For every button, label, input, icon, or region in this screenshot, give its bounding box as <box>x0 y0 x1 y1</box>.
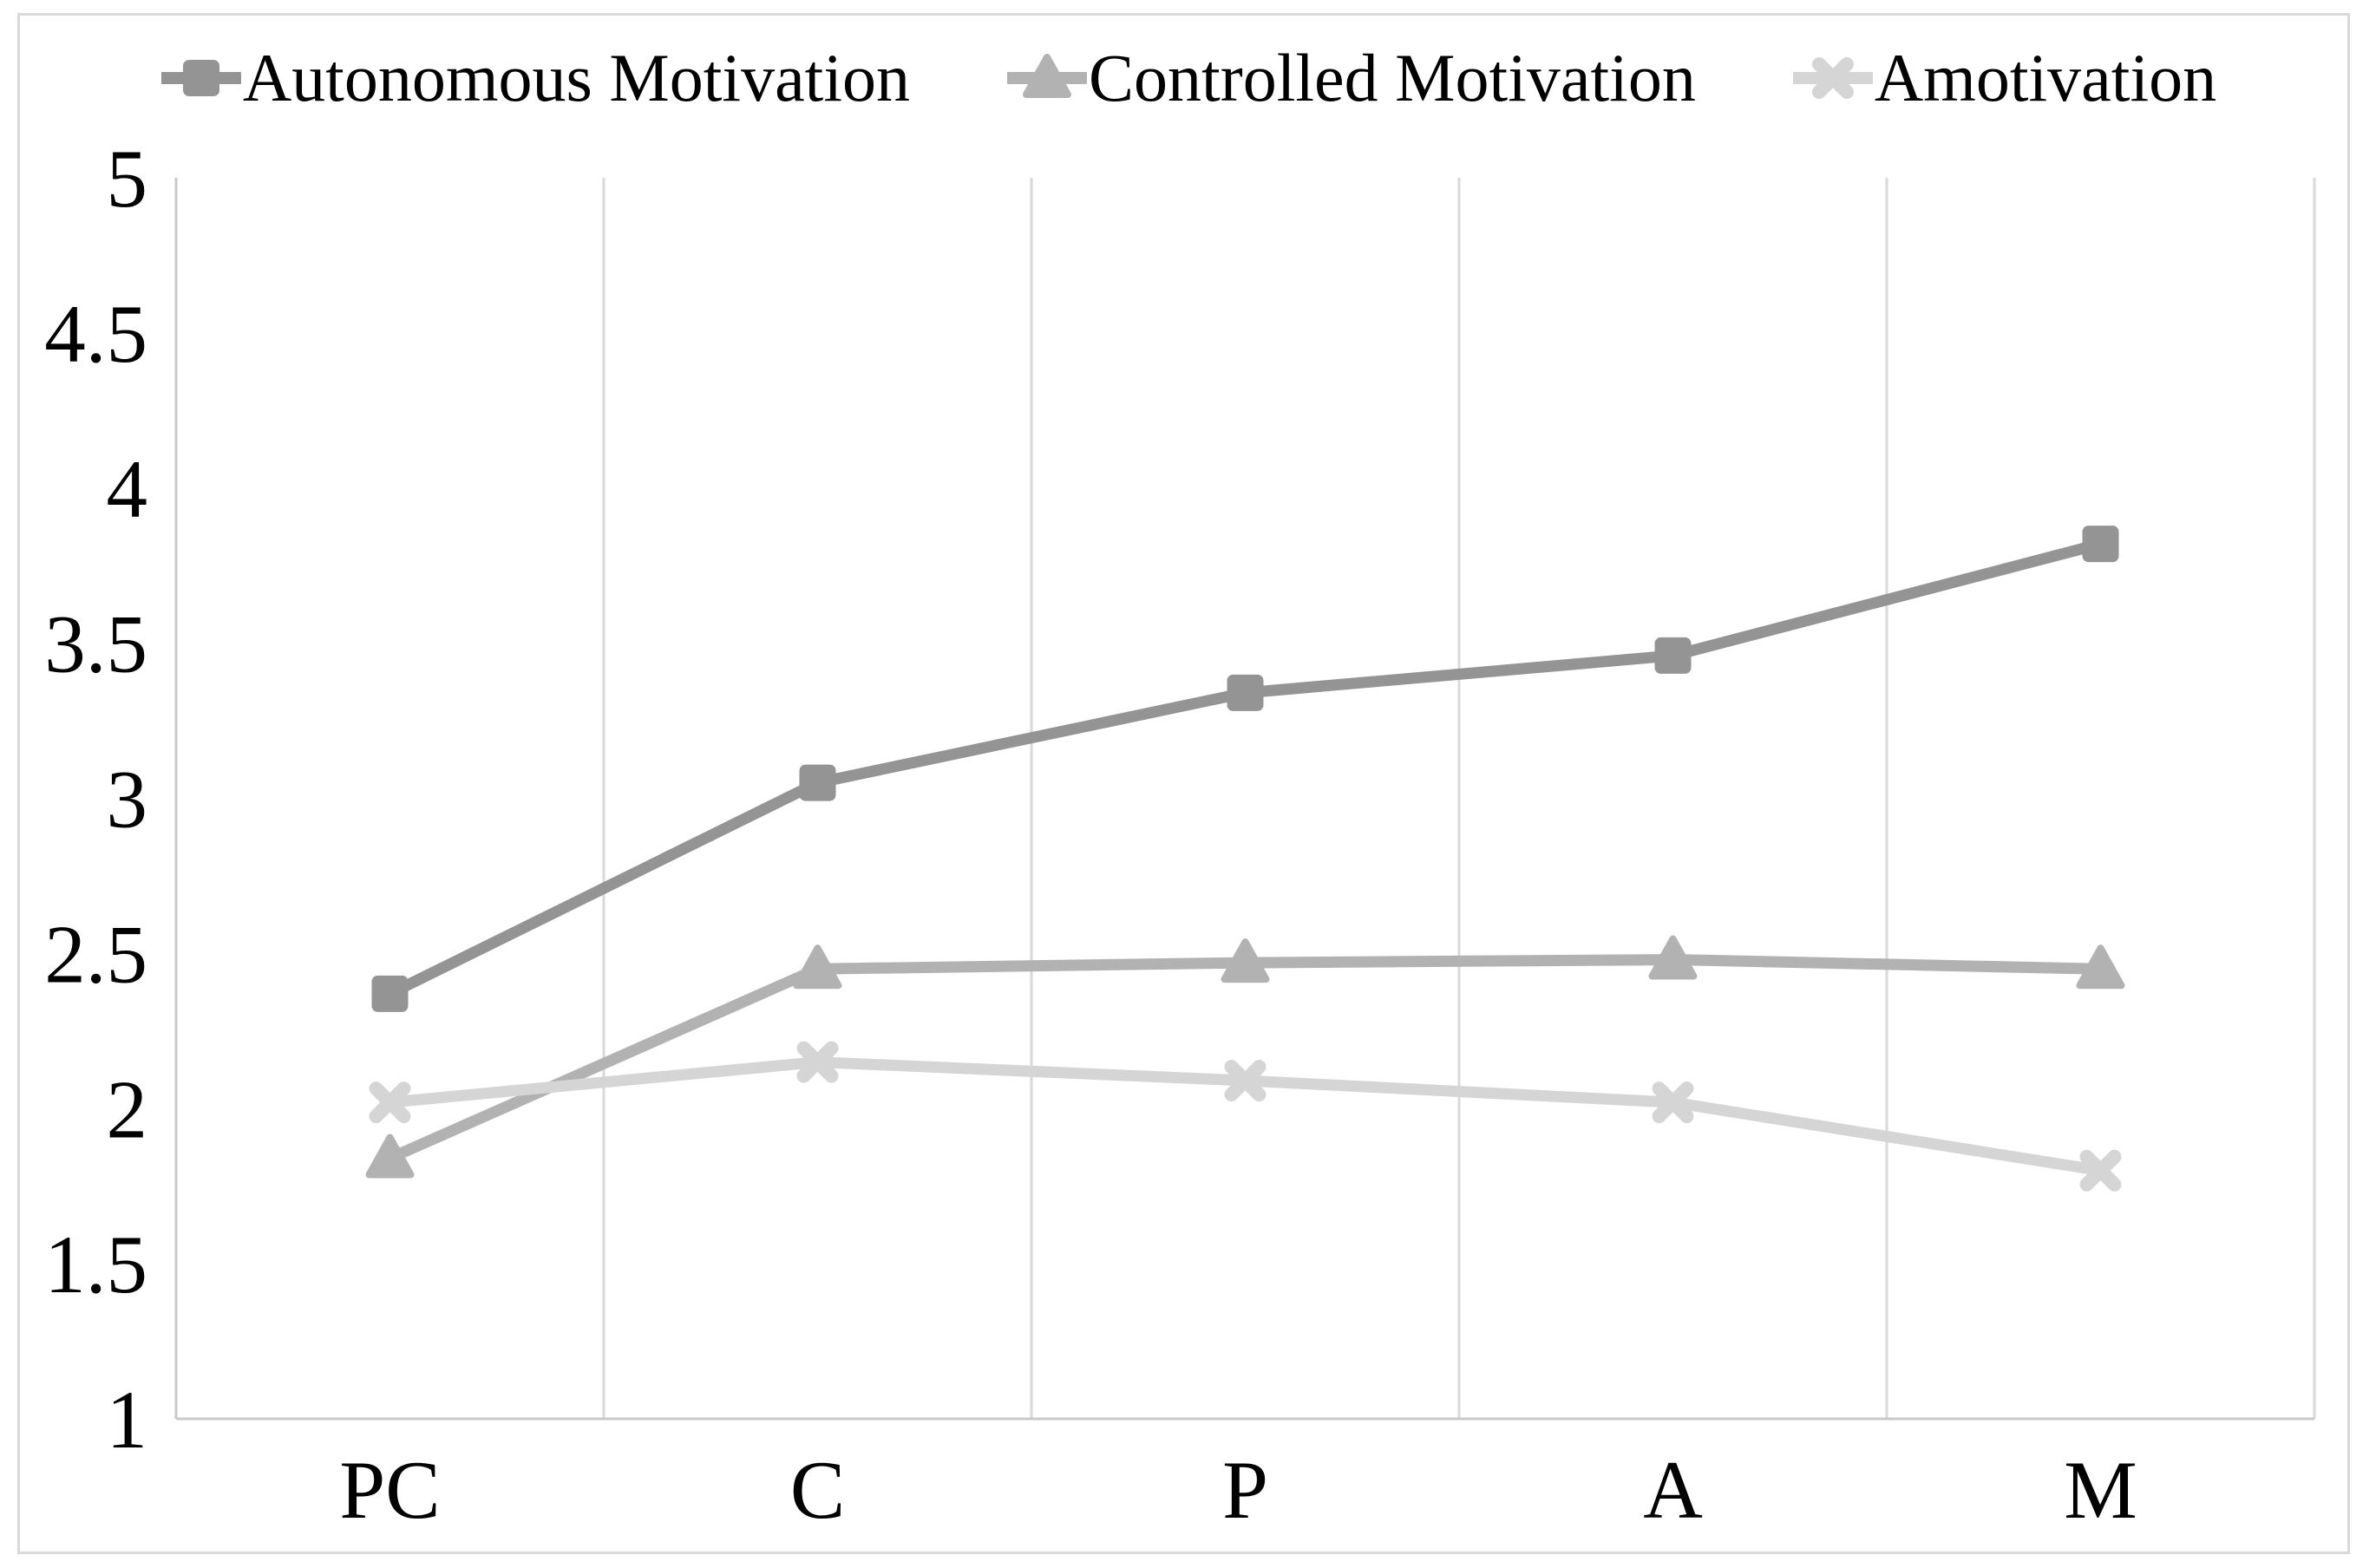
y-tick-label: 2 <box>107 1063 148 1155</box>
square-marker <box>1654 637 1692 674</box>
y-tick-label: 5 <box>107 133 148 225</box>
triangle-marker <box>1221 938 1270 983</box>
chart-outer-border <box>17 13 2350 1554</box>
x-marker <box>369 1081 411 1124</box>
series-line-autonomous-motivation <box>384 538 2106 1000</box>
x-marker <box>1652 1081 1694 1124</box>
triangle-marker <box>1648 935 1698 980</box>
series-markers-controlled-motivation <box>365 935 2125 1179</box>
x-marker <box>2079 1149 2122 1192</box>
square-marker <box>1227 674 1264 711</box>
square-marker <box>371 975 409 1012</box>
x-category-label: PC <box>339 1444 440 1536</box>
y-tick-label: 4 <box>107 443 148 535</box>
y-tick-label: 2.5 <box>44 908 147 1000</box>
y-tick-label: 3.5 <box>44 598 147 690</box>
x-marker <box>796 1041 839 1083</box>
x-category-label: C <box>790 1444 845 1536</box>
triangle-marker <box>365 1134 415 1179</box>
square-marker <box>2082 526 2119 563</box>
triangle-marker <box>793 944 842 990</box>
y-tick-label: 1 <box>107 1374 148 1466</box>
y-tick-label: 3 <box>107 754 148 846</box>
x-category-label: A <box>1643 1444 1703 1536</box>
x-category-label: M <box>2064 1444 2137 1536</box>
square-marker <box>799 764 836 801</box>
x-category-label: P <box>1222 1444 1268 1536</box>
y-tick-label: 4.5 <box>44 288 147 380</box>
series-markers-autonomous-motivation <box>371 526 2119 1012</box>
y-tick-label: 1.5 <box>44 1218 147 1310</box>
x-marker <box>1224 1060 1267 1102</box>
series-markers-amotivation <box>369 1041 2122 1192</box>
triangle-marker <box>2076 944 2125 990</box>
